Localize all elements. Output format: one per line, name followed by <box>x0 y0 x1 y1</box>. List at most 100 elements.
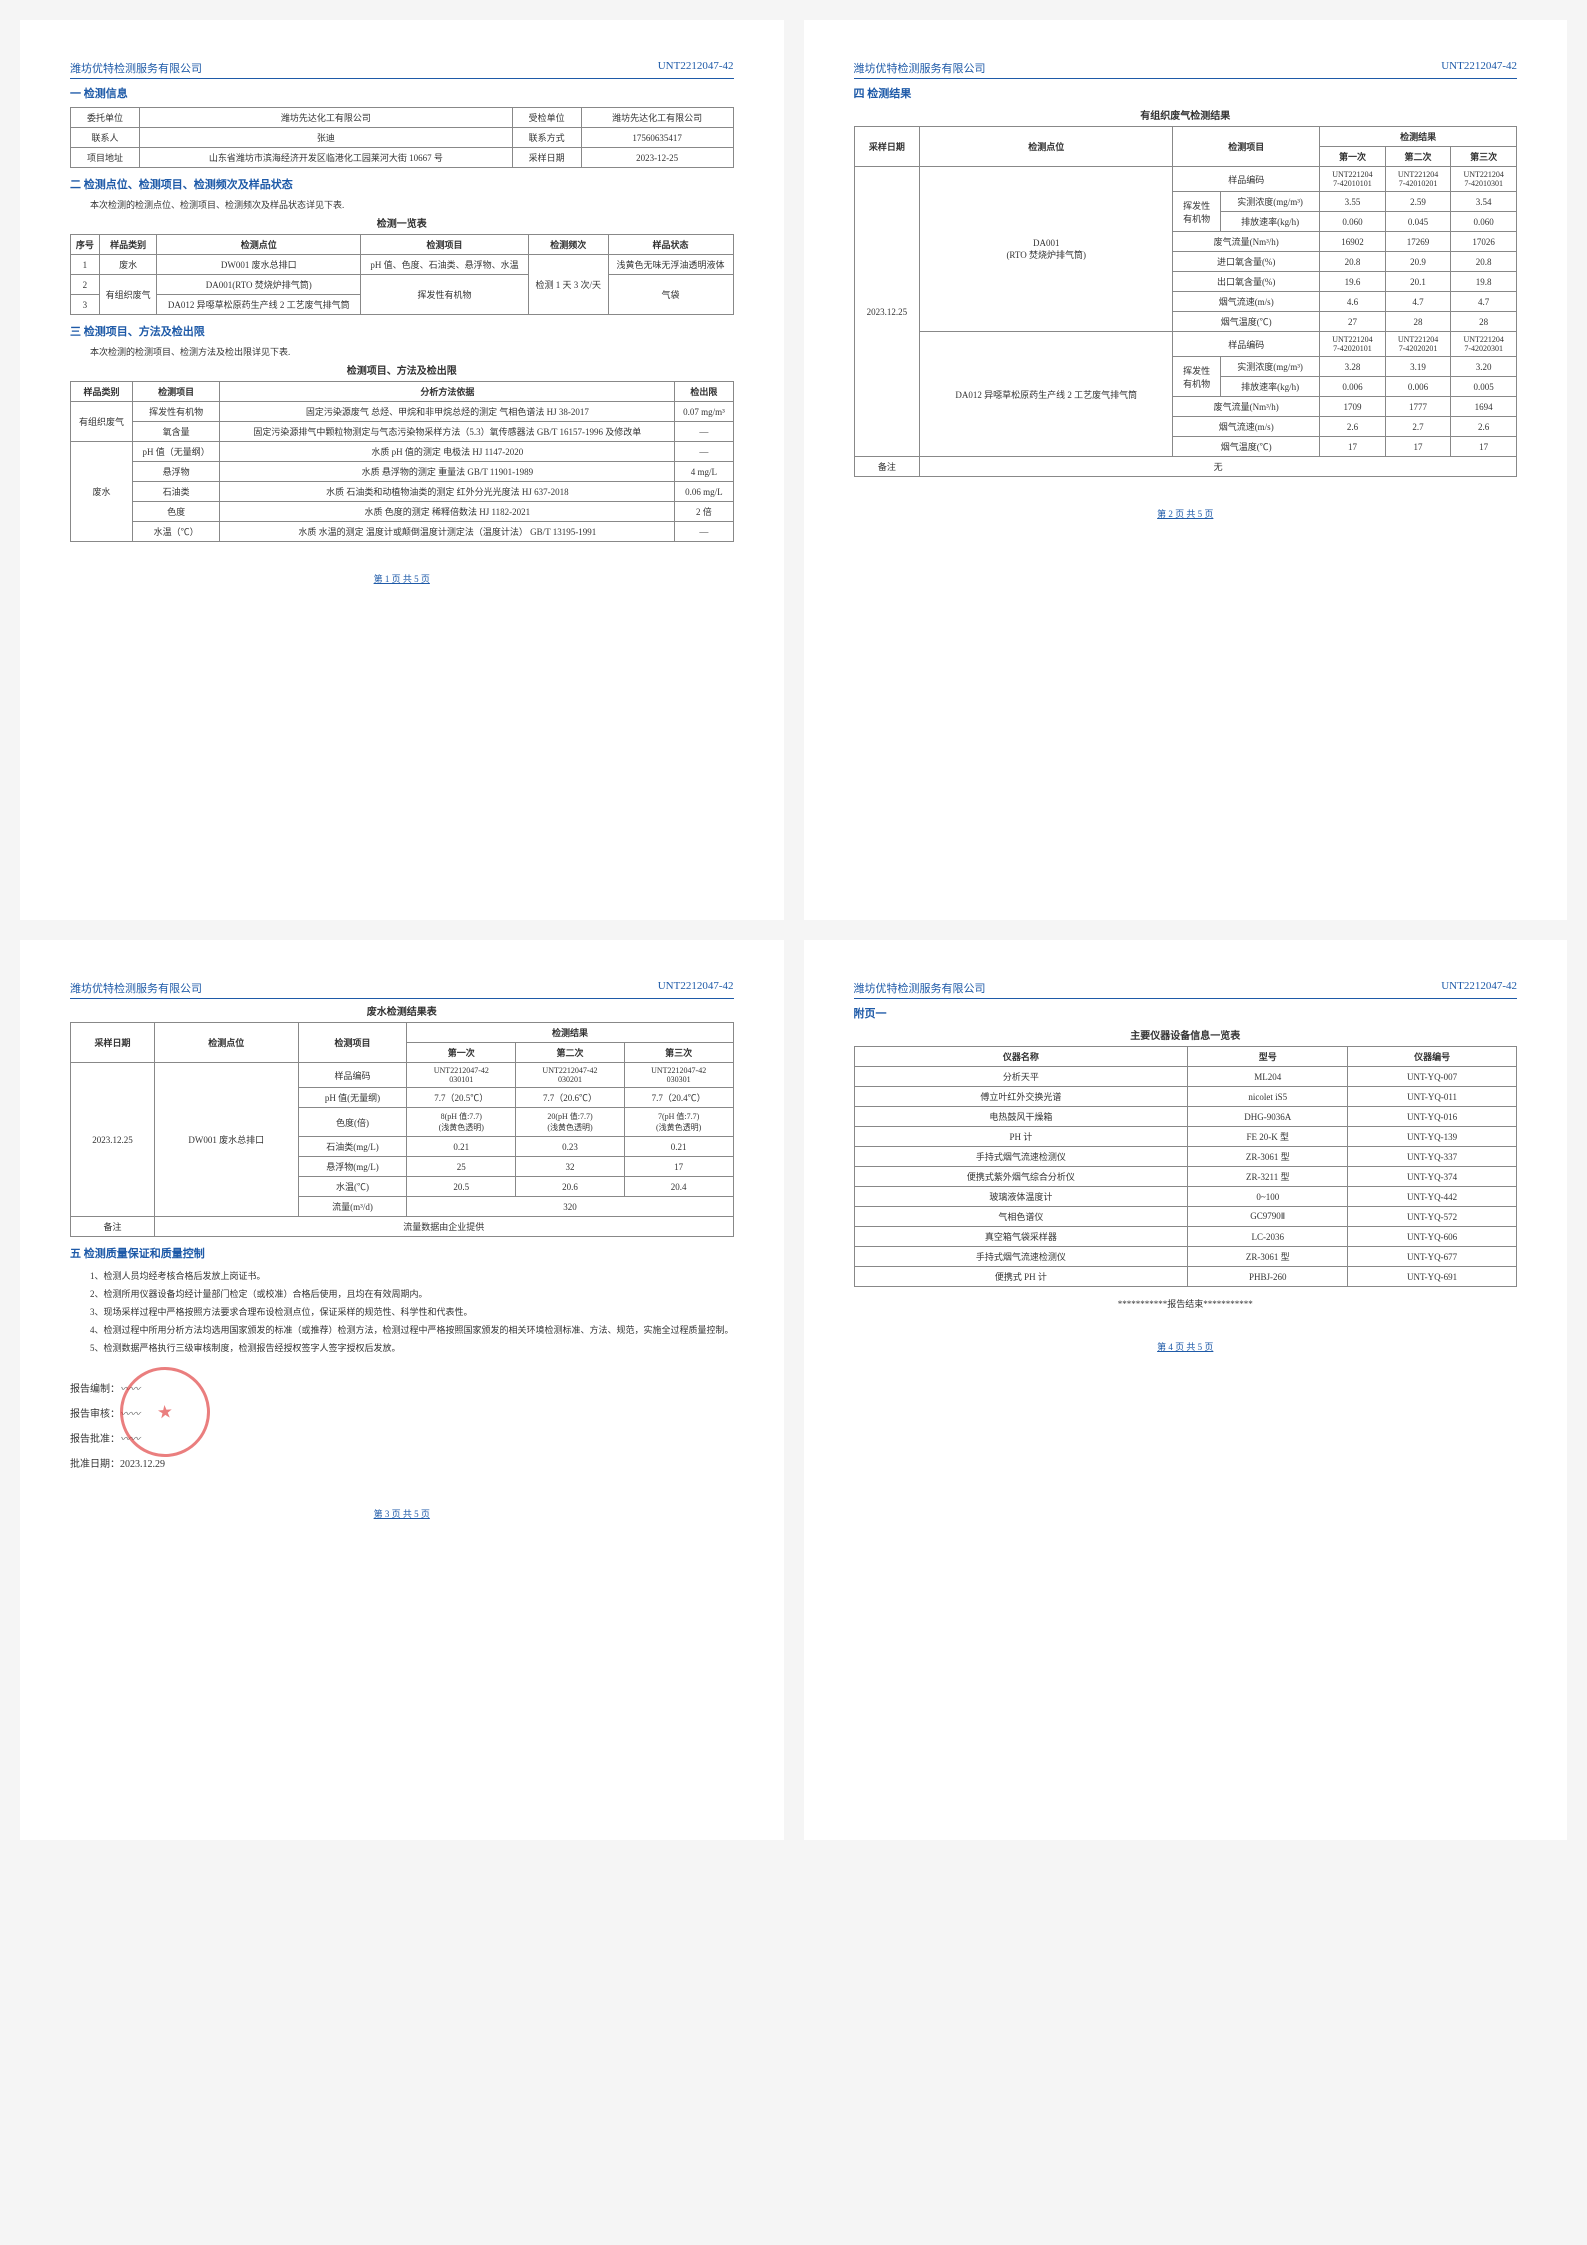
cell: 1777 <box>1385 397 1451 417</box>
company-name: 潍坊优特检测服务有限公司 <box>70 980 202 996</box>
cell: 水温（℃） <box>132 522 219 542</box>
cell: 3.54 <box>1451 192 1517 212</box>
pages-grid: 潍坊优特检测服务有限公司 UNT2212047-42 一 检测信息 委托单位 潍… <box>20 20 1567 1840</box>
section-2-title: 二 检测点位、检测项目、检测频次及样品状态 <box>70 176 734 192</box>
cell: 7(pH 值:7.7) (浅黄色透明) <box>624 1108 733 1137</box>
cell: UNT-YQ-572 <box>1348 1207 1517 1227</box>
cell: DA012 异噁草松原药生产线 2 工艺废气排气筒 <box>157 295 361 315</box>
cell: 0.060 <box>1320 212 1386 232</box>
header: 潍坊优特检测服务有限公司 UNT2212047-42 <box>854 980 1518 999</box>
page-4: 潍坊优特检测服务有限公司 UNT2212047-42 附页一 主要仪器设备信息一… <box>804 940 1568 1840</box>
cell: 3 <box>71 295 100 315</box>
cell: UNT221204 7-42010201 <box>1385 167 1451 192</box>
th: 仪器编号 <box>1348 1047 1517 1067</box>
cell: 水质 悬浮物的测定 重量法 GB/T 11901-1989 <box>220 462 675 482</box>
th: 检测点位 <box>157 235 361 255</box>
cell: UNT-YQ-016 <box>1348 1107 1517 1127</box>
cell: UNT-YQ-677 <box>1348 1247 1517 1267</box>
cell: 25 <box>407 1157 516 1177</box>
cell: ZR-3061 型 <box>1188 1147 1348 1167</box>
cell: 氧含量 <box>132 422 219 442</box>
table-row: 便携式紫外烟气综合分析仪ZR-3211 型UNT-YQ-374 <box>854 1167 1517 1187</box>
doc-number: UNT2212047-42 <box>1441 60 1517 76</box>
cell: nicolet iS5 <box>1188 1087 1348 1107</box>
cell: 实测浓度(mg/m³) <box>1221 357 1320 377</box>
header: 潍坊优特检测服务有限公司 UNT2212047-42 <box>854 60 1518 79</box>
header: 潍坊优特检测服务有限公司 UNT2212047-42 <box>70 60 734 79</box>
cell: 实测浓度(mg/m³) <box>1221 192 1320 212</box>
th: 检出限 <box>675 382 733 402</box>
overview-table: 序号 样品类别 检测点位 检测项目 检测频次 样品状态 1 废水 DW001 废… <box>70 234 734 315</box>
cell: 1 <box>71 255 100 275</box>
cell: DHG-9036A <box>1188 1107 1348 1127</box>
cell: 便携式 PH 计 <box>854 1267 1188 1287</box>
cell: 挥发性 有机物 <box>1173 192 1221 232</box>
cell: 联系人 <box>71 128 140 148</box>
doc-number: UNT2212047-42 <box>658 60 734 76</box>
cell: 采样日期 <box>512 148 581 168</box>
cell: 气相色谱仪 <box>854 1207 1188 1227</box>
cell: 挥发性 有机物 <box>1173 357 1221 397</box>
th: 检测项目 <box>361 235 529 255</box>
cell: 0.06 mg/L <box>675 482 733 502</box>
cell: 7.7（20.6℃） <box>516 1088 625 1108</box>
cell: 废气流量(Nm³/h) <box>1173 232 1320 252</box>
th: 第三次 <box>624 1043 733 1063</box>
th: 第二次 <box>1385 147 1451 167</box>
cell: 2023-12-25 <box>581 148 733 168</box>
cell: 20.6 <box>516 1177 625 1197</box>
cell: UNT-YQ-139 <box>1348 1127 1517 1147</box>
signature-icon: 〰〰 <box>120 1434 140 1445</box>
cell: 电热鼓风干燥箱 <box>854 1107 1188 1127</box>
cell: PHBJ-260 <box>1188 1267 1348 1287</box>
cell: — <box>675 442 733 462</box>
signature-icon: 〰〰 <box>120 1409 140 1420</box>
cell: 17 <box>1451 437 1517 457</box>
cell: 石油类(mg/L) <box>298 1137 407 1157</box>
cell: 悬浮物(mg/L) <box>298 1157 407 1177</box>
cell: 真空箱气袋采样器 <box>854 1227 1188 1247</box>
cell: 0.006 <box>1320 377 1386 397</box>
cell: ZR-3211 型 <box>1188 1167 1348 1187</box>
cell: UNT-YQ-011 <box>1348 1087 1517 1107</box>
cell: 20.5 <box>407 1177 516 1197</box>
th: 检测结果 <box>407 1023 733 1043</box>
cell: UNT-YQ-606 <box>1348 1227 1517 1247</box>
th: 第三次 <box>1451 147 1517 167</box>
t2-title: 检测一览表 <box>70 215 734 230</box>
cell: 项目地址 <box>71 148 140 168</box>
cell: 4 mg/L <box>675 462 733 482</box>
cell: 4.6 <box>1320 292 1386 312</box>
info-table: 委托单位 潍坊先达化工有限公司 受检单位 潍坊先达化工有限公司 联系人 张迪 联… <box>70 107 734 168</box>
th: 检测项目 <box>298 1023 407 1063</box>
doc-number: UNT2212047-42 <box>1441 980 1517 996</box>
cell: 19.8 <box>1451 272 1517 292</box>
cell: 3.28 <box>1320 357 1386 377</box>
cell: 0.21 <box>624 1137 733 1157</box>
cell: 8(pH 值:7.7) (浅黄色透明) <box>407 1108 516 1137</box>
t3-title: 检测项目、方法及检出限 <box>70 362 734 377</box>
cell: 分析天平 <box>854 1067 1188 1087</box>
sig-label: 报告审核： <box>70 1409 120 1420</box>
cell: 委托单位 <box>71 108 140 128</box>
cell: pH 值(无量纲) <box>298 1088 407 1108</box>
cell: 28 <box>1451 312 1517 332</box>
equipment-table: 仪器名称 型号 仪器编号 分析天平ML204UNT-YQ-007傅立叶红外交换光… <box>854 1046 1518 1287</box>
cell: 水温(℃) <box>298 1177 407 1197</box>
cell: 固定污染源废气 总烃、甲烷和非甲烷总烃的测定 气相色谱法 HJ 38-2017 <box>220 402 675 422</box>
cell: 28 <box>1385 312 1451 332</box>
cell: UNT221204 7-42020301 <box>1451 332 1517 357</box>
th: 分析方法依据 <box>220 382 675 402</box>
cell: 0.23 <box>516 1137 625 1157</box>
cell: 潍坊先达化工有限公司 <box>140 108 513 128</box>
cell: 水质 色度的测定 稀释倍数法 HJ 1182-2021 <box>220 502 675 522</box>
cell: LC-2036 <box>1188 1227 1348 1247</box>
cell: 色度(倍) <box>298 1108 407 1137</box>
cell: 20.4 <box>624 1177 733 1197</box>
note-label: 备注 <box>71 1217 155 1237</box>
cell: 27 <box>1320 312 1386 332</box>
cell: 挥发性有机物 <box>361 275 529 315</box>
cell: DA001(RTO 焚烧炉排气筒) <box>157 275 361 295</box>
cell: 1709 <box>1320 397 1386 417</box>
th: 检测项目 <box>1173 127 1320 167</box>
